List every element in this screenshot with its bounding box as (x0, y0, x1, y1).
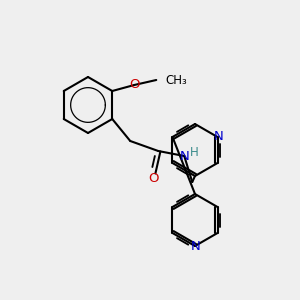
Text: O: O (129, 79, 140, 92)
Text: CH₃: CH₃ (165, 74, 187, 86)
Text: H: H (190, 146, 199, 160)
Text: N: N (191, 241, 201, 254)
Text: N: N (179, 149, 189, 163)
Text: O: O (148, 172, 158, 184)
Text: N: N (214, 130, 224, 143)
